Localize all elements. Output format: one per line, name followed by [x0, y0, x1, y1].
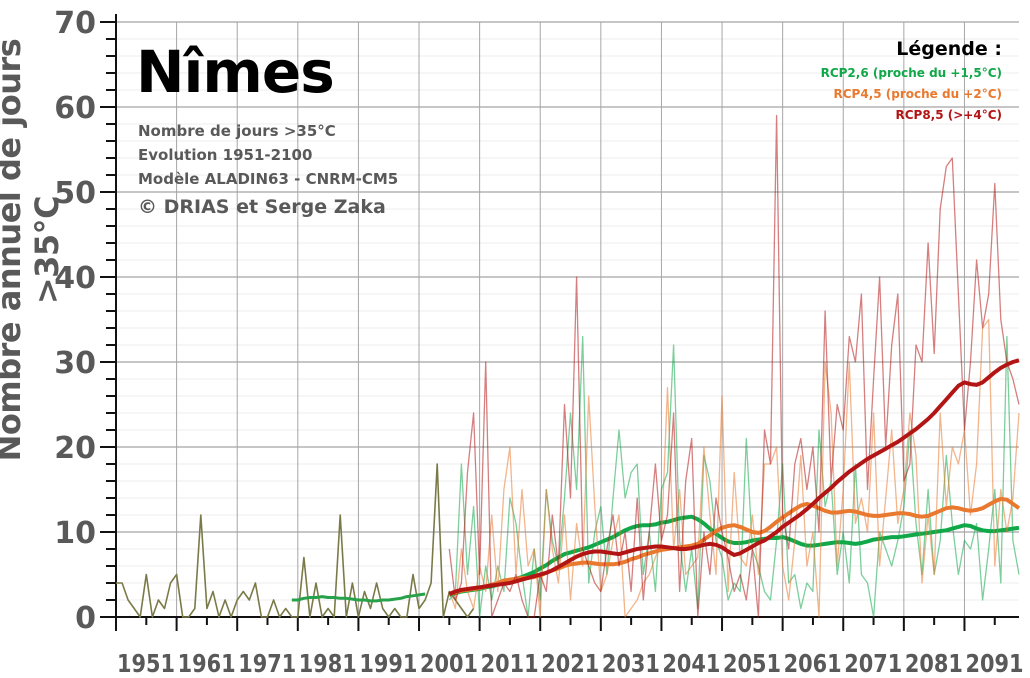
- x-tick-label: 2071: [844, 649, 902, 678]
- x-tick-label: 1951: [117, 649, 175, 678]
- series-line-4: [448, 318, 1020, 618]
- legend-item-rcp26: RCP2,6 (proche du +1,5°C): [820, 66, 1002, 80]
- x-tick-label: 2041: [662, 649, 720, 678]
- series-layer: [116, 114, 1021, 618]
- y-tick-label: 20: [54, 431, 96, 466]
- series-line-6: [448, 114, 1020, 618]
- legend-item-rcp85: RCP8,5 (>+4°C): [895, 108, 1002, 122]
- y-tick-label: 0: [75, 601, 96, 636]
- subtitle-line-3: Modèle ALADIN63 - CNRM-CM5: [138, 170, 399, 188]
- series-line-3: [448, 514, 1020, 597]
- x-tick-label: 2031: [602, 649, 660, 678]
- legend-item-rcp45: RCP4,5 (proche du +2°C): [833, 87, 1003, 101]
- x-tick-label: 2001: [420, 649, 478, 678]
- x-tick-label: 1981: [299, 649, 357, 678]
- x-tick-label: 2021: [541, 649, 599, 678]
- x-tick-label: 1961: [178, 649, 236, 678]
- y-tick-label: 50: [54, 176, 96, 211]
- x-tick-label: 2091: [965, 649, 1023, 678]
- legend-title: Légende :: [896, 38, 1002, 60]
- subtitle-line-1: Nombre de jours >35°C: [138, 122, 336, 140]
- credit-text: © DRIAS et Serge Zaka: [138, 196, 386, 218]
- x-tick-label: 2051: [723, 649, 781, 678]
- x-tick-label: 2011: [481, 649, 539, 678]
- y-tick-label: 70: [54, 6, 96, 41]
- x-tick-label: 1971: [238, 649, 296, 678]
- x-tick-label: 1991: [359, 649, 417, 678]
- y-tick-label: 10: [54, 516, 96, 551]
- x-tick-label: 2081: [905, 649, 963, 678]
- y-tick-label: 40: [54, 261, 96, 296]
- subtitle-line-2: Evolution 1951-2100: [138, 146, 313, 164]
- series-line-7: [448, 358, 1020, 596]
- chart-title: Nîmes: [136, 38, 335, 106]
- y-tick-label: 30: [54, 346, 96, 381]
- y-tick-label: 60: [54, 91, 96, 126]
- x-tick-label: 2061: [784, 649, 842, 678]
- legend: Légende : RCP2,6 (proche du +1,5°C) RCP4…: [821, 38, 1002, 126]
- series-line-5: [448, 496, 1021, 596]
- series-line-0: [116, 463, 475, 618]
- axes: [100, 14, 1019, 631]
- y-axis-label: Nombre annuel de jours >35°C: [0, 38, 66, 462]
- grid: [116, 21, 1019, 617]
- series-line-1: [291, 592, 426, 603]
